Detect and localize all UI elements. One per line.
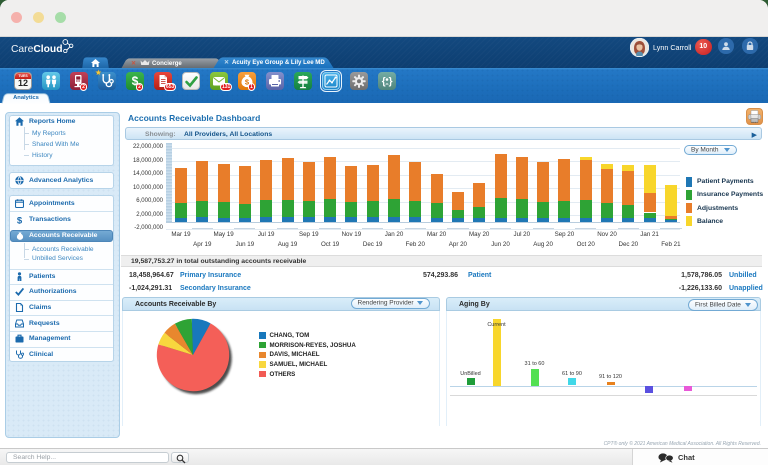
svg-text:$: $ bbox=[245, 78, 250, 87]
svg-text:{: { bbox=[382, 77, 386, 88]
svg-text:}: } bbox=[389, 77, 393, 88]
svg-text:$: $ bbox=[17, 215, 23, 224]
